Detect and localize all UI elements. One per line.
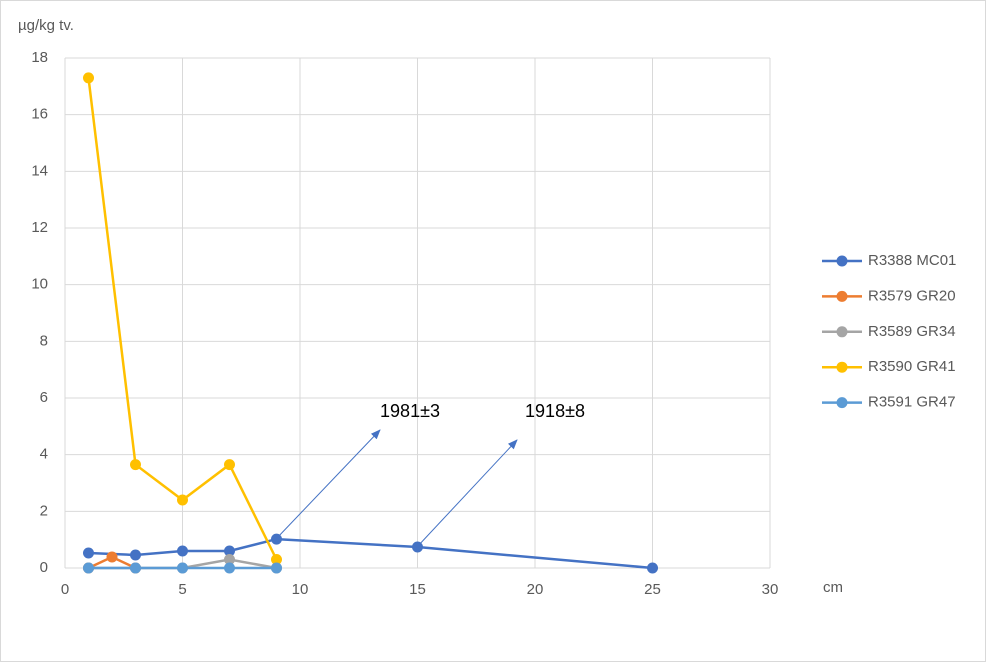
y-tick-label: 0: [40, 559, 48, 576]
data-point: [224, 554, 235, 565]
data-point: [271, 554, 282, 565]
y-axis-label: µg/kg tv.: [18, 17, 74, 34]
data-point: [83, 547, 94, 559]
legend-marker: [836, 326, 848, 338]
y-tick-label: 2: [40, 502, 48, 519]
data-point: [224, 545, 235, 557]
x-axis-label: cm: [823, 579, 843, 596]
legend-label: R3589 GR34: [868, 323, 956, 340]
annotation: 1981±3: [380, 401, 440, 421]
legend-label: R3591 GR47: [868, 394, 956, 411]
legend-label: R3388 MC01: [868, 252, 956, 269]
data-point: [177, 545, 188, 557]
x-tick-label: 0: [61, 581, 69, 598]
x-tick-label: 25: [644, 581, 661, 598]
legend-marker: [836, 255, 848, 267]
y-tick-label: 14: [31, 162, 48, 179]
annotation: 1918±8: [525, 401, 585, 421]
legend-label: R3579 GR20: [868, 287, 956, 304]
legend-marker: [836, 361, 848, 373]
y-tick-label: 8: [40, 332, 48, 349]
data-point: [130, 549, 141, 561]
legend-label: R3590 GR41: [868, 358, 956, 375]
data-point: [83, 562, 94, 574]
x-tick-label: 20: [527, 581, 544, 598]
data-point: [647, 562, 658, 574]
data-point: [412, 541, 423, 553]
y-tick-label: 16: [31, 106, 48, 123]
data-point: [271, 562, 282, 574]
data-point: [224, 459, 235, 471]
y-tick-label: 10: [31, 276, 48, 293]
data-point: [177, 494, 188, 506]
data-point: [106, 551, 118, 563]
x-tick-label: 5: [178, 581, 186, 598]
data-point: [271, 533, 282, 545]
y-tick-label: 12: [31, 219, 48, 236]
annotation-arrow: [416, 439, 518, 548]
legend-marker: [836, 397, 848, 409]
data-point: [177, 562, 188, 574]
y-tick-label: 4: [40, 446, 48, 463]
annotation-arrow: [275, 429, 381, 540]
data-point: [224, 562, 235, 574]
legend-marker: [836, 290, 848, 302]
data-point: [83, 72, 94, 84]
y-tick-label: 6: [40, 389, 48, 406]
data-point: [130, 562, 141, 574]
x-tick-label: 30: [762, 581, 779, 598]
x-tick-label: 10: [292, 581, 309, 598]
y-tick-label: 18: [31, 49, 48, 66]
data-point: [130, 459, 141, 471]
x-tick-label: 15: [409, 581, 426, 598]
